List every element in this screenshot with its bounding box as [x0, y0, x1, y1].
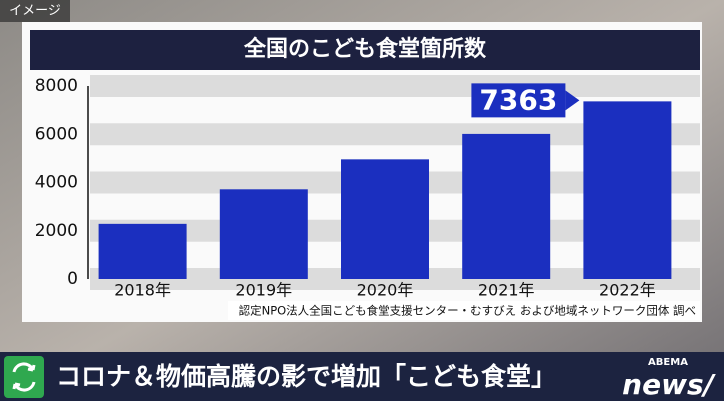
- bar: [219, 189, 308, 279]
- bar: [462, 133, 551, 279]
- logo-icon: [4, 356, 44, 398]
- x-tick-label: 2018年: [114, 281, 171, 300]
- bar: [341, 159, 429, 279]
- y-tick-label: 8000: [35, 76, 78, 96]
- image-label: イメージ: [9, 4, 61, 19]
- callout-arrow: [565, 90, 580, 111]
- x-tick-label: 2019年: [235, 281, 292, 300]
- image-label-box: [0, 0, 70, 22]
- callout-box: [471, 83, 566, 118]
- x-tick-label: 2020年: [357, 281, 414, 300]
- chart-title: 全国のこども食堂箇所数: [243, 36, 487, 62]
- recycle-icon: [12, 362, 36, 392]
- y-tick-label: 4000: [35, 173, 78, 193]
- y-tick-label: 2000: [35, 221, 78, 241]
- source-box: [228, 301, 700, 320]
- y-tick-label: 0: [67, 269, 78, 289]
- headline: コロナ＆物価高騰の影で増加「こども食堂」: [56, 362, 556, 391]
- x-tick-label: 2022年: [599, 281, 656, 300]
- bar: [98, 223, 187, 279]
- source: 認定NPO法人全国こども食堂支援センター・むすびえ および地域ネットワーク団体 …: [239, 304, 696, 318]
- logo-brand: ABEMA: [648, 357, 688, 368]
- plot: 0 2000 4000 6000 8000 2018年 2019年 2020年 2021年 202…: [35, 75, 700, 300]
- value-label: 7363: [479, 83, 557, 116]
- x-tick-label: 2021年: [478, 281, 535, 300]
- headline-bar: [0, 352, 724, 401]
- title-bar: [30, 30, 700, 70]
- bar: [583, 101, 672, 280]
- logo-name: news/: [622, 368, 716, 401]
- y-tick-label: 6000: [35, 124, 78, 144]
